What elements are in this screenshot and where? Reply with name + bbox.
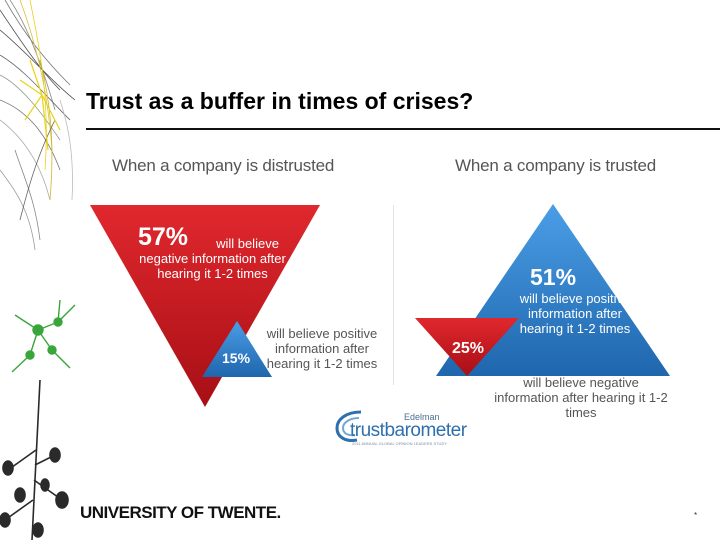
title-underline	[86, 128, 720, 130]
slide-title: Trust as a buffer in times of crises?	[86, 88, 474, 114]
trusted-big-percent: 51%	[530, 264, 577, 290]
distrusted-red-triangle	[90, 205, 320, 407]
trusted-small-percent: 25%	[452, 340, 485, 357]
trustbarometer-name: trustbarometer	[350, 420, 467, 441]
university-logo: UNIVERSITY OF TWENTE.	[80, 503, 281, 522]
trusted-heading: When a company is trusted	[455, 156, 656, 175]
trusted-big-text: will believe positive information after …	[519, 291, 631, 336]
trusted-small-text: will believe negative information after …	[494, 375, 668, 420]
distrusted-big-percent: 57%	[138, 223, 189, 251]
slide-number: *	[694, 511, 698, 520]
panel-divider	[393, 205, 394, 385]
trusted-red-triangle	[415, 318, 519, 376]
yellow-spikes-decoration	[19, 59, 61, 151]
trustbarometer-tagline: 2011 ANNUAL GLOBAL OPINION LEADERS STUDY	[352, 441, 447, 446]
distrusted-small-percent: 15%	[222, 350, 251, 366]
trusted-triangles	[415, 204, 670, 376]
trustbarometer-swirl-icon	[335, 410, 362, 442]
distrusted-blue-triangle	[202, 321, 272, 377]
decorative-artwork	[0, 0, 76, 540]
distrusted-triangles	[90, 205, 320, 407]
edelman-brand: Edelman	[404, 412, 440, 422]
curved-lines-decoration	[0, 0, 76, 251]
green-neurons-decoration	[11, 299, 76, 373]
dark-stems-decoration	[0, 379, 69, 540]
distrusted-small-text: will believe positive information after …	[266, 326, 378, 371]
distrusted-big-text: will believe negative information after …	[139, 236, 286, 281]
distrusted-heading: When a company is distrusted	[112, 156, 335, 175]
